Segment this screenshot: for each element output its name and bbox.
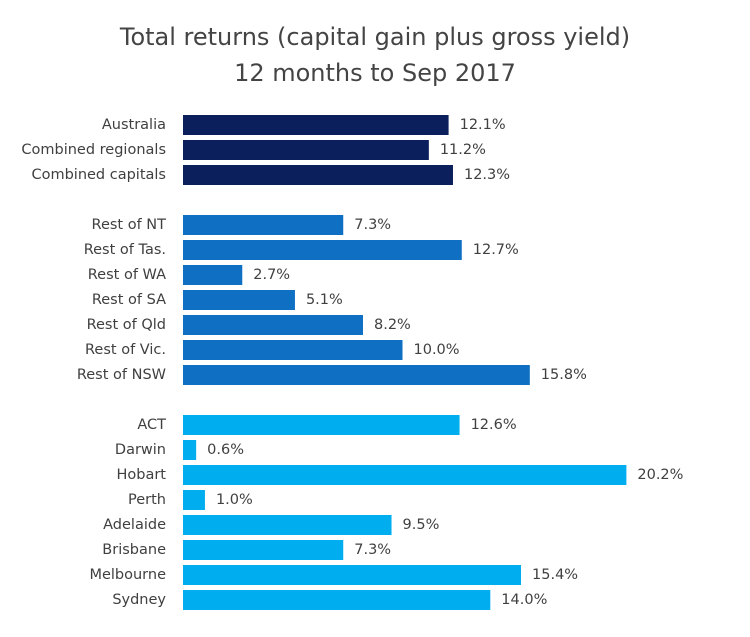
- category-label-brisbane: Brisbane: [102, 542, 166, 558]
- data-label-australia: 12.1%: [460, 117, 506, 133]
- data-label-sydney: 14.0%: [501, 592, 547, 608]
- category-label-rest-of-tas: Rest of Tas.: [84, 242, 166, 258]
- data-label-adelaide: 9.5%: [403, 517, 440, 533]
- category-label-rest-of-wa: Rest of WA: [88, 267, 166, 283]
- chart-title: Total returns (capital gain plus gross y…: [119, 23, 631, 51]
- data-label-brisbane: 7.3%: [354, 542, 391, 558]
- category-label-rest-of-vic: Rest of Vic.: [85, 342, 166, 358]
- category-label-darwin: Darwin: [115, 442, 166, 458]
- data-label-rest-of-nsw: 15.8%: [541, 367, 587, 383]
- category-label-combined-capitals: Combined capitals: [31, 167, 166, 183]
- data-label-combined-capitals: 12.3%: [464, 167, 510, 183]
- category-label-rest-of-sa: Rest of SA: [92, 292, 166, 308]
- category-label-sydney: Sydney: [112, 592, 166, 608]
- category-label-perth: Perth: [128, 492, 166, 508]
- bar-combined-regionals: [183, 140, 429, 160]
- bar-hobart: [183, 465, 627, 485]
- bar-australia: [183, 115, 449, 135]
- data-label-darwin: 0.6%: [207, 442, 244, 458]
- category-label-rest-of-qld: Rest of Qld: [87, 317, 166, 333]
- category-label-combined-regionals: Combined regionals: [21, 142, 166, 158]
- bar-rest-of-wa: [183, 265, 243, 285]
- bar-rest-of-nsw: [183, 365, 530, 385]
- data-label-act: 12.6%: [471, 417, 517, 433]
- bar-brisbane: [183, 540, 344, 560]
- chart-subtitle: 12 months to Sep 2017: [234, 59, 516, 87]
- category-label-adelaide: Adelaide: [103, 517, 166, 533]
- bar-rest-of-qld: [183, 315, 363, 335]
- data-label-hobart: 20.2%: [637, 467, 683, 483]
- bar-rest-of-nt: [183, 215, 344, 235]
- data-label-rest-of-nt: 7.3%: [354, 217, 391, 233]
- bar-darwin: [183, 440, 197, 460]
- category-label-hobart: Hobart: [116, 467, 166, 483]
- bar-rest-of-tas: [183, 240, 462, 260]
- data-label-rest-of-sa: 5.1%: [306, 292, 343, 308]
- data-label-melbourne: 15.4%: [532, 567, 578, 583]
- category-label-rest-of-nt: Rest of NT: [92, 217, 167, 233]
- bar-adelaide: [183, 515, 392, 535]
- data-label-rest-of-tas: 12.7%: [473, 242, 519, 258]
- data-label-rest-of-wa: 2.7%: [253, 267, 290, 283]
- data-label-rest-of-vic: 10.0%: [414, 342, 460, 358]
- category-label-melbourne: Melbourne: [89, 567, 166, 583]
- bar-sydney: [183, 590, 491, 610]
- data-label-combined-regionals: 11.2%: [440, 142, 486, 158]
- bar-combined-capitals: [183, 165, 453, 185]
- category-label-act: ACT: [137, 417, 166, 433]
- bar-perth: [183, 490, 205, 510]
- bar-rest-of-sa: [183, 290, 295, 310]
- data-label-rest-of-qld: 8.2%: [374, 317, 411, 333]
- category-label-rest-of-nsw: Rest of NSW: [77, 367, 166, 383]
- category-label-australia: Australia: [102, 117, 166, 133]
- bar-act: [183, 415, 460, 435]
- bar-melbourne: [183, 565, 522, 585]
- data-label-perth: 1.0%: [216, 492, 253, 508]
- bar-rest-of-vic: [183, 340, 403, 360]
